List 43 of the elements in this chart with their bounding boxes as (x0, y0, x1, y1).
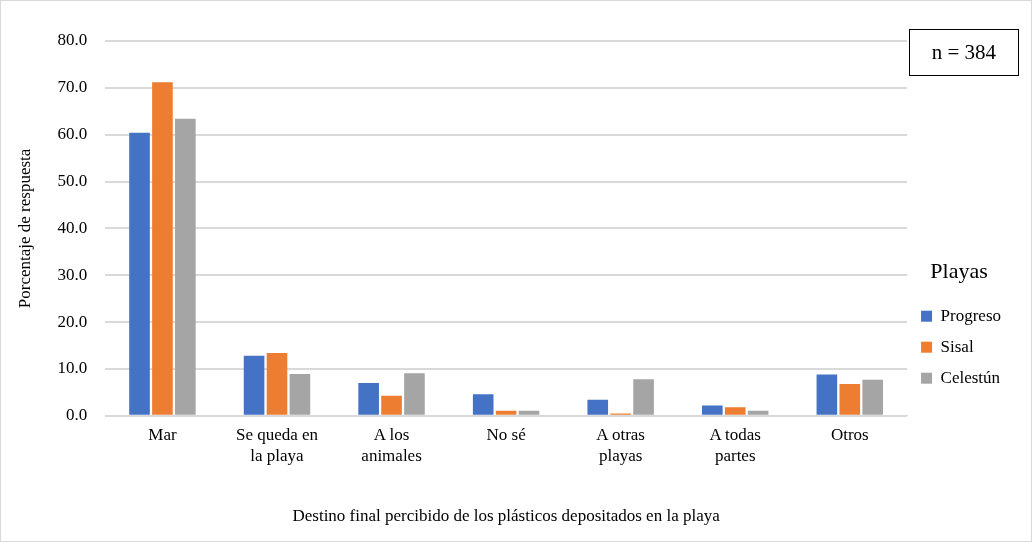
x-tick-label: Se queda en la playa (235, 425, 319, 465)
x-axis-title: Destino final percibido de los plásticos depositados en la playa (292, 506, 721, 526)
bar (816, 374, 838, 415)
bar (587, 399, 609, 415)
bar (129, 132, 150, 415)
bar (633, 379, 654, 415)
bar (243, 355, 265, 415)
text: n = 384 (908, 29, 1019, 76)
y-tick-label: 20.0 (57, 311, 88, 331)
y-tick-label: 70.0 (57, 77, 88, 97)
x-tick-label: A los animales (361, 425, 422, 465)
bar (266, 353, 288, 415)
x-tick-label: A otras playas (596, 425, 645, 465)
y-tick-label: 80.0 (57, 30, 88, 50)
y-tick-label: 0.0 (65, 405, 88, 425)
bar (358, 383, 379, 415)
bar (289, 374, 311, 415)
bar (152, 82, 173, 415)
bar (518, 410, 540, 415)
bar (175, 118, 196, 415)
bar (472, 394, 494, 415)
legend-label: Celestún (940, 367, 1001, 387)
bar (839, 383, 861, 415)
y-tick-label: 30.0 (57, 264, 88, 284)
legend-label: Progreso (940, 305, 1002, 325)
bar (724, 407, 746, 415)
y-tick-label: 60.0 (57, 124, 88, 144)
x-tick-label: A todas partes (709, 425, 761, 465)
y-tick-label: 10.0 (57, 358, 88, 378)
bar (495, 410, 517, 415)
bar (862, 379, 884, 415)
y-axis-title: Porcentaje de respuesta (14, 148, 34, 309)
bar (404, 373, 425, 415)
x-tick-label: Otros (830, 425, 869, 445)
bar (702, 405, 723, 415)
legend-title: Playas (930, 258, 988, 284)
x-tick-label: No sé (486, 425, 526, 445)
y-tick-label: 40.0 (57, 217, 88, 237)
x-tick-label: Mar (148, 425, 177, 445)
bar (747, 410, 769, 415)
y-tick-label: 50.0 (57, 171, 88, 191)
legend-label: Sisal (940, 336, 974, 356)
bar (381, 395, 402, 415)
